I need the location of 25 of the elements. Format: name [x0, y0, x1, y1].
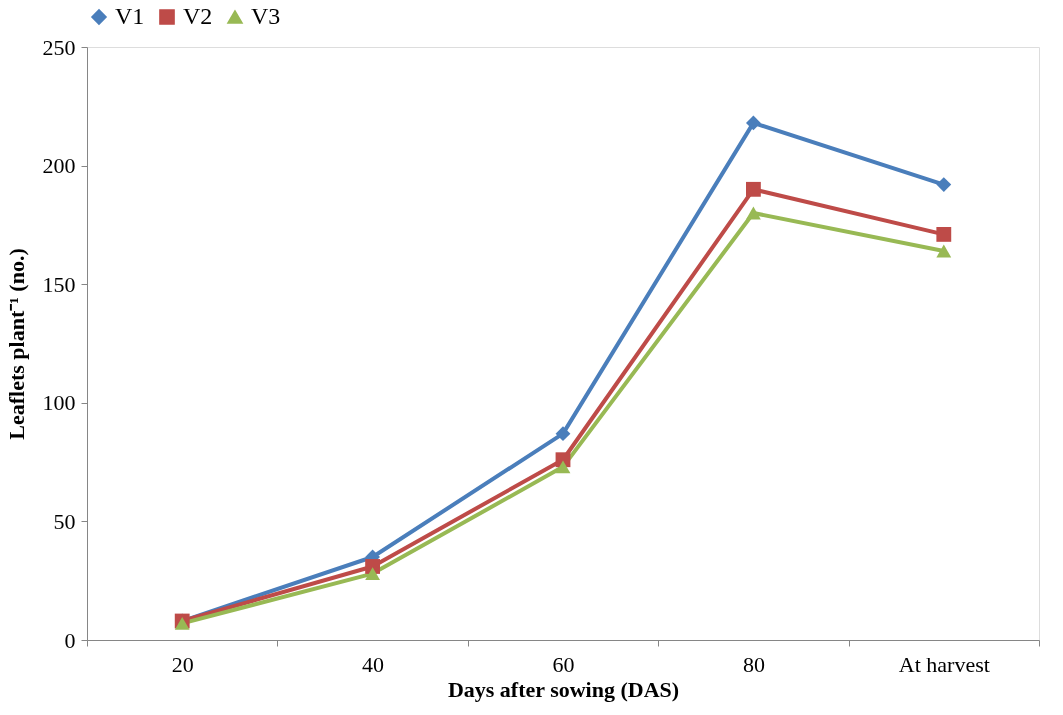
y-tick-label: 100 — [42, 390, 76, 416]
x-tick-label: 20 — [171, 651, 194, 677]
x-axis-title: Days after sowing (DAS) — [447, 676, 680, 702]
x-tick-label: 80 — [742, 651, 765, 677]
point — [365, 567, 381, 581]
point — [936, 226, 952, 242]
y-tick-label: 150 — [42, 271, 76, 297]
x-tick-label: 40 — [362, 651, 385, 677]
point — [745, 181, 761, 197]
legend-label: V3 — [251, 3, 281, 29]
legend-label: V1 — [115, 3, 145, 29]
point — [745, 115, 761, 131]
legend-label: V2 — [183, 3, 213, 29]
point — [936, 177, 952, 192]
y-axis-title: Leaflets plant⁻¹ (no.) — [3, 248, 29, 440]
y-tick-label: 0 — [64, 627, 76, 653]
y-tick-label: 200 — [42, 153, 76, 179]
x-tick-label: At harvest — [898, 651, 990, 677]
point — [555, 460, 571, 474]
y-tick-label: 250 — [42, 34, 76, 60]
point — [555, 426, 571, 442]
point — [936, 244, 952, 258]
x-tick-label: 60 — [552, 651, 575, 677]
y-tick-label: 50 — [53, 508, 76, 534]
point — [745, 206, 761, 220]
